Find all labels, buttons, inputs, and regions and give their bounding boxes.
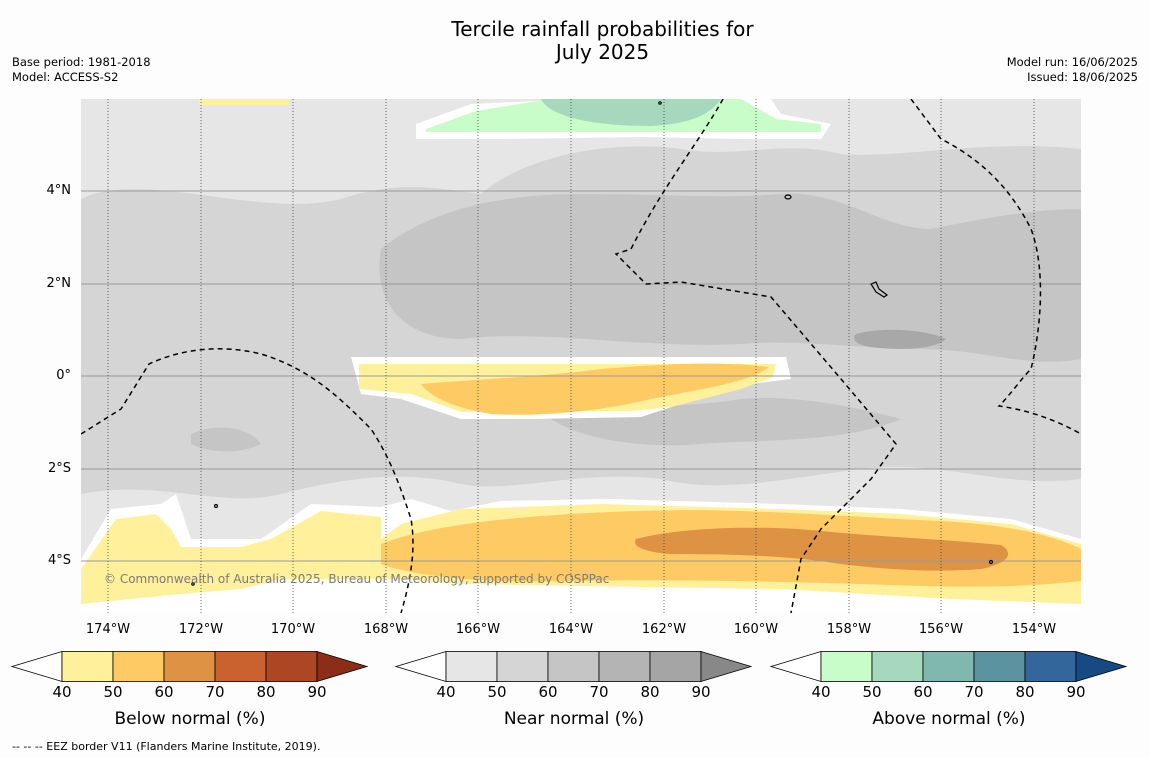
cb-tick: 60 (154, 683, 174, 701)
colorbar-cell (61, 651, 114, 682)
cb-tick: 40 (52, 683, 72, 701)
cb-tick: 50 (487, 683, 507, 701)
colorbar-cell (445, 651, 498, 682)
lat-label-2n: 2°N (46, 276, 72, 291)
lon-label-168w: 168°W (363, 622, 409, 637)
colorbar-cell (112, 651, 165, 682)
colorbar-cell (547, 651, 600, 682)
probability-map (81, 99, 1081, 613)
title-line-2: July 2025 (555, 40, 650, 64)
colorbar-cell (649, 651, 702, 682)
colorbar-min-extension (394, 650, 447, 683)
near-normal-dark-patch (854, 329, 946, 349)
above-normal-label: Above normal (%) (872, 709, 1026, 729)
cb-tick: 40 (436, 683, 456, 701)
eez-borders (81, 99, 1081, 613)
cb-tick: 90 (307, 683, 327, 701)
lon-label-174w: 174°W (85, 622, 131, 637)
eez-footnote: -- -- -- EEZ border V11 (Flanders Marine… (12, 740, 321, 753)
cb-tick: 80 (1015, 683, 1035, 701)
below-normal-south-70 (635, 527, 1009, 571)
below-normal-north-sliver (199, 99, 289, 105)
base-period: Base period: 1981-2018 (12, 55, 151, 69)
lat-label-0: 0° (56, 368, 71, 383)
above-normal-60 (541, 99, 721, 126)
lon-label-170w: 170°W (270, 622, 316, 637)
cb-tick: 80 (256, 683, 276, 701)
model-info: Base period: 1981-2018 Model: ACCESS-S2 (12, 55, 151, 85)
lon-label-156w: 156°W (918, 622, 964, 637)
lat-label-2s: 2°S (47, 461, 71, 476)
colorbar-cell (973, 651, 1026, 682)
cb-tick: 70 (589, 683, 609, 701)
lon-label-160w: 160°W (733, 622, 779, 637)
cb-tick: 70 (205, 683, 225, 701)
near-normal-colorbar (394, 650, 753, 683)
colorbar-min-extension (10, 650, 63, 683)
cb-tick: 40 (811, 683, 831, 701)
colorbar-min-extension (769, 650, 822, 683)
cb-tick: 50 (103, 683, 123, 701)
colorbar-max-extension (700, 650, 753, 683)
colorbar-cell (496, 651, 549, 682)
title-line-1: Tercile rainfall probabilities for (451, 17, 754, 41)
colorbar-cell (1024, 651, 1077, 682)
lon-label-172w: 172°W (178, 622, 224, 637)
near-normal-band (379, 193, 1081, 362)
latitude-gridlines (81, 190, 1081, 562)
near-normal-label: Near normal (%) (503, 709, 645, 729)
below-normal-label: Below normal (%) (114, 709, 266, 729)
lon-label-158w: 158°W (826, 622, 872, 637)
colorbar-max-extension (1075, 650, 1128, 683)
colorbar-cell (265, 651, 318, 682)
cb-tick: 90 (691, 683, 711, 701)
colorbar-cell (820, 651, 873, 682)
issued-date: Issued: 18/06/2025 (1027, 70, 1138, 84)
model-name: Model: ACCESS-S2 (12, 70, 119, 84)
above-normal-colorbar (769, 650, 1128, 683)
colorbar-cell (163, 651, 216, 682)
colorbar-max-extension (316, 650, 369, 683)
colorbar-cell (598, 651, 651, 682)
copyright-notice: © Commonwealth of Australia 2025, Bureau… (104, 572, 610, 586)
islands (191, 101, 994, 586)
colorbar-cell (871, 651, 924, 682)
cb-tick: 50 (862, 683, 882, 701)
run-info: Model run: 16/06/2025 Issued: 18/06/2025 (1007, 55, 1138, 85)
cb-tick: 90 (1066, 683, 1086, 701)
lon-label-162w: 162°W (641, 622, 687, 637)
cb-tick: 70 (964, 683, 984, 701)
near-normal-patch-west (191, 427, 261, 452)
lat-label-4s: 4°S (47, 553, 71, 568)
cb-tick: 60 (913, 683, 933, 701)
lat-label-4n: 4°N (46, 183, 72, 198)
lon-label-166w: 166°W (455, 622, 501, 637)
below-normal-colorbar (10, 650, 369, 683)
lon-label-154w: 154°W (1011, 622, 1057, 637)
cb-tick: 80 (640, 683, 660, 701)
colorbar-cell (922, 651, 975, 682)
model-run: Model run: 16/06/2025 (1006, 55, 1138, 69)
map-title: Tercile rainfall probabilities for July … (0, 18, 1150, 64)
lon-label-164w: 164°W (548, 622, 594, 637)
cb-tick: 60 (538, 683, 558, 701)
colorbar-cell (214, 651, 267, 682)
